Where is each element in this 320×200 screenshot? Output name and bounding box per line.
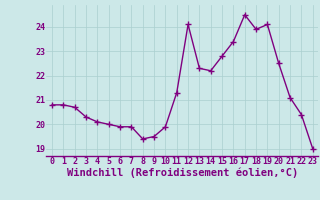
X-axis label: Windchill (Refroidissement éolien,°C): Windchill (Refroidissement éolien,°C) — [67, 168, 298, 178]
